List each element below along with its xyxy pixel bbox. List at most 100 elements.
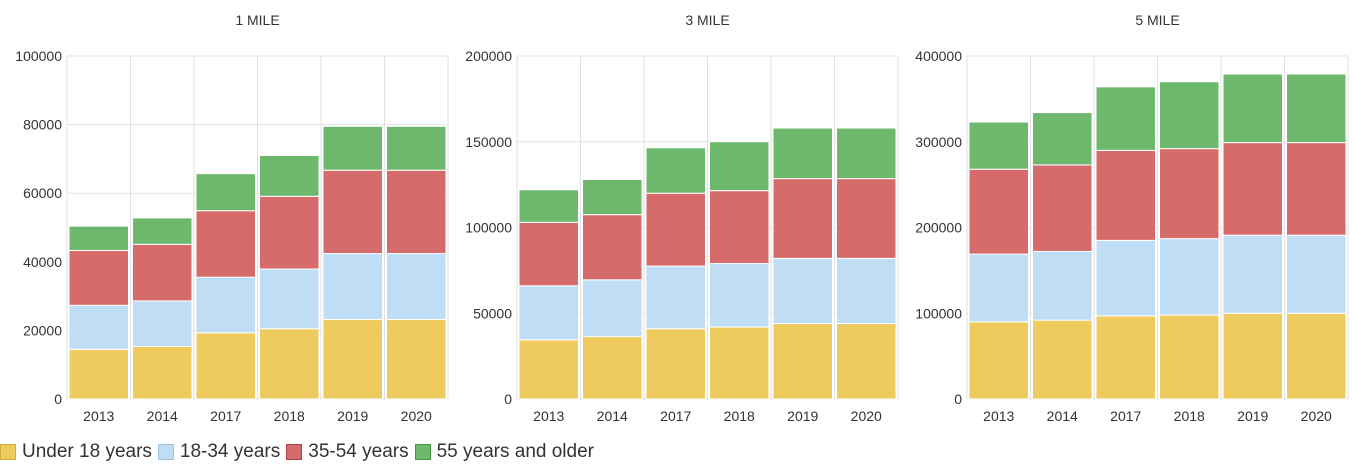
- chart-title: 3 MILE: [685, 12, 729, 28]
- y-tick-label: 200000: [915, 220, 962, 236]
- y-tick-label: 80000: [23, 117, 62, 133]
- bar-segment-18-34-2014: [582, 279, 643, 337]
- chart-3-mile: 3 MILE 0 50000 100000 150000 200000 2013 2014 20…: [465, 12, 899, 424]
- y-tick-label: 200000: [465, 48, 512, 64]
- bar-segment-55-plus-2013: [968, 121, 1029, 170]
- bar-segment-35-54-2019: [1222, 142, 1283, 236]
- chart-5-mile: 5 MILE 0 100000 200000 300000 400000 2013 2014 2…: [915, 12, 1349, 424]
- bar-segment-35-54-2020: [836, 178, 897, 259]
- x-tick-label: 2017: [660, 408, 691, 424]
- x-tick-label: 2020: [401, 408, 432, 424]
- bar-segment-under-18-2018: [709, 326, 770, 400]
- bar-segment-35-54-2019: [322, 169, 383, 255]
- bar-segment-under-18-2017: [195, 332, 256, 400]
- legend-swatch-35-54: [286, 444, 303, 460]
- bar-segment-35-54-2018: [709, 190, 770, 265]
- y-tick-label: 60000: [23, 185, 62, 201]
- y-tick-label: 100000: [15, 48, 62, 64]
- y-tick-label: 0: [954, 391, 962, 407]
- legend-item-55-plus[interactable]: 55 years and older: [414, 441, 594, 463]
- y-tick-label: 50000: [473, 305, 512, 321]
- bar-segment-35-54-2020: [386, 169, 447, 255]
- bar-segment-35-54-2014: [1032, 164, 1093, 253]
- bar-segment-under-18-2013: [968, 321, 1029, 400]
- bar-segment-55-plus-2019: [772, 127, 833, 180]
- bar-segment-35-54-2014: [582, 214, 643, 281]
- bar-segment-18-34-2014: [132, 300, 193, 348]
- bar-segment-under-18-2019: [322, 318, 383, 400]
- y-tick-label: 40000: [23, 254, 62, 270]
- legend-item-under-18[interactable]: Under 18 years: [0, 441, 152, 463]
- y-tick-label: 0: [504, 391, 512, 407]
- bar-segment-18-34-2018: [1159, 238, 1220, 316]
- bar-segment-55-plus-2018: [1159, 81, 1220, 150]
- legend: Under 18 years 18-34 years 35-54 years 5…: [0, 441, 600, 463]
- bar-segment-55-plus-2013: [518, 189, 579, 223]
- bar-segment-35-54-2018: [1159, 148, 1220, 240]
- x-tick-label: 2018: [724, 408, 755, 424]
- bar-segment-55-plus-2014: [1032, 112, 1093, 166]
- y-tick-label: 400000: [915, 48, 962, 64]
- bar-segment-18-34-2020: [1286, 234, 1347, 314]
- y-tick-label: 100000: [465, 220, 512, 236]
- y-tick-label: 100000: [915, 305, 962, 321]
- bar-segment-under-18-2020: [1286, 312, 1347, 400]
- bar-segment-under-18-2013: [68, 348, 129, 400]
- bar-segment-55-plus-2020: [386, 125, 447, 171]
- bar-segment-18-34-2013: [518, 285, 579, 341]
- bar-segment-18-34-2020: [836, 257, 897, 325]
- x-tick-label: 2018: [274, 408, 305, 424]
- bar-segment-18-34-2017: [1095, 239, 1156, 317]
- x-tick-label: 2019: [1237, 408, 1268, 424]
- bar-segment-under-18-2014: [1032, 319, 1093, 400]
- bar-segment-35-54-2019: [772, 178, 833, 259]
- bar-segment-35-54-2018: [259, 195, 320, 270]
- x-tick-label: 2018: [1174, 408, 1205, 424]
- legend-item-35-54[interactable]: 35-54 years: [286, 441, 409, 463]
- legend-swatch-under-18: [0, 444, 16, 460]
- bar-segment-18-34-2019: [1222, 234, 1283, 314]
- x-tick-label: 2019: [337, 408, 368, 424]
- bar-segment-35-54-2013: [68, 249, 129, 306]
- bar-segment-35-54-2014: [132, 243, 193, 302]
- bar-segment-55-plus-2018: [709, 141, 770, 192]
- bar-segment-55-plus-2018: [259, 154, 320, 197]
- bar-segment-under-18-2018: [259, 328, 320, 400]
- bar-segment-18-34-2017: [645, 265, 706, 330]
- bar-segment-under-18-2018: [1159, 314, 1220, 400]
- legend-label-under-18: Under 18 years: [22, 441, 152, 462]
- bar-segment-under-18-2020: [386, 318, 447, 400]
- bar-segment-under-18-2013: [518, 339, 579, 400]
- legend-swatch-55-plus: [414, 444, 431, 460]
- bar-segment-18-34-2018: [709, 263, 770, 328]
- bar-segment-under-18-2017: [645, 328, 706, 400]
- legend-label-18-34: 18-34 years: [179, 441, 281, 462]
- bar-segment-35-54-2013: [518, 221, 579, 287]
- x-tick-label: 2013: [983, 408, 1014, 424]
- bar-segment-under-18-2019: [1222, 312, 1283, 400]
- bar-segment-35-54-2017: [645, 192, 706, 267]
- chart-1-mile: 1 MILE 0 20000 40000 60000 80000 100000 2013 201…: [15, 12, 449, 424]
- legend-item-18-34[interactable]: 18-34 years: [157, 441, 281, 463]
- bar-segment-35-54-2017: [195, 210, 256, 278]
- x-tick-label: 2014: [597, 408, 628, 424]
- bar-segment-55-plus-2017: [1095, 86, 1156, 151]
- x-tick-label: 2020: [851, 408, 882, 424]
- bar-segment-18-34-2019: [772, 257, 833, 325]
- bar-segment-under-18-2019: [772, 323, 833, 400]
- bar-segment-55-plus-2019: [1222, 73, 1283, 144]
- x-tick-label: 2014: [147, 408, 178, 424]
- bar-segment-55-plus-2014: [582, 178, 643, 216]
- bar-segment-35-54-2013: [968, 168, 1029, 255]
- bar-segment-55-plus-2019: [322, 125, 383, 171]
- x-tick-label: 2013: [83, 408, 114, 424]
- bar-segment-55-plus-2014: [132, 217, 193, 245]
- legend-label-35-54: 35-54 years: [308, 441, 409, 462]
- bar-segment-18-34-2014: [1032, 251, 1093, 321]
- y-tick-label: 150000: [465, 134, 512, 150]
- bar-segment-18-34-2017: [195, 276, 256, 334]
- y-tick-label: 20000: [23, 322, 62, 338]
- y-tick-label: 300000: [915, 134, 962, 150]
- x-tick-label: 2014: [1047, 408, 1078, 424]
